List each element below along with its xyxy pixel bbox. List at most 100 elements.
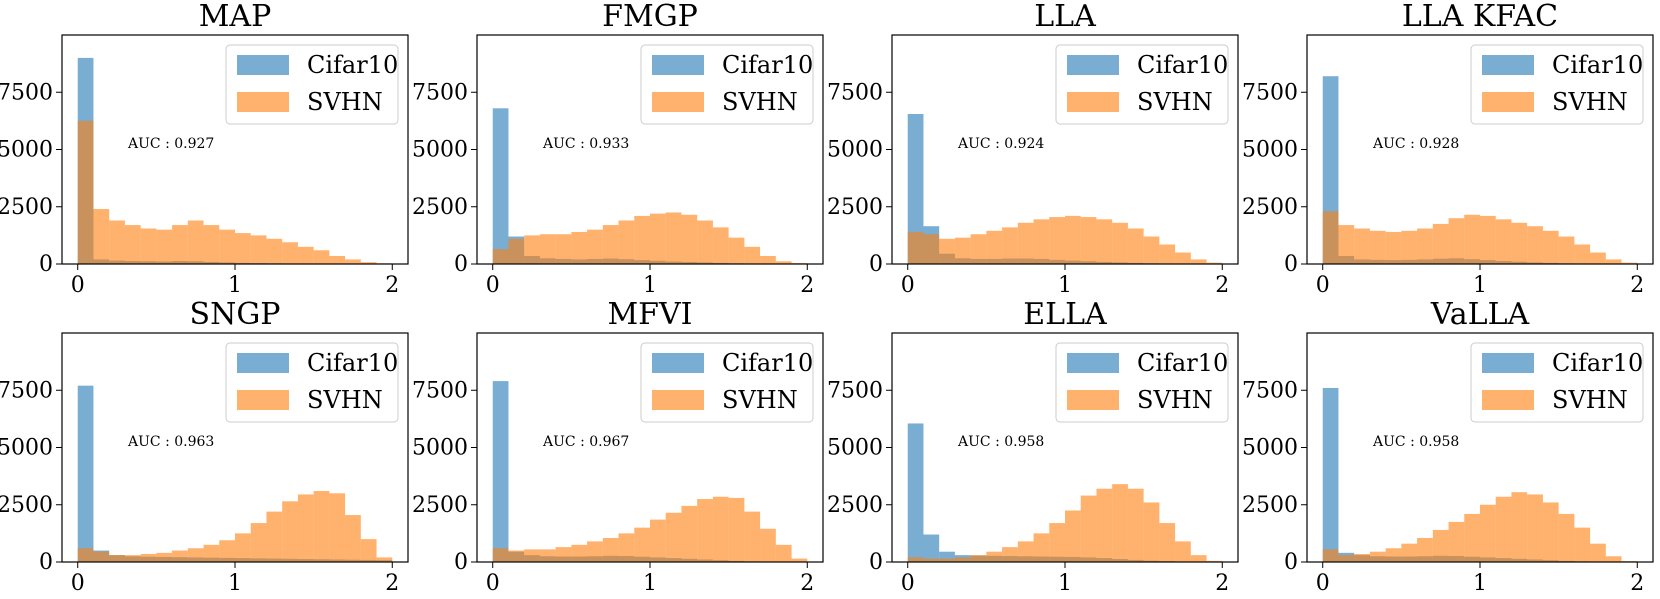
auc-annotation: AUC : 0.958 xyxy=(957,434,1044,450)
histogram-bar xyxy=(1322,387,1339,562)
histogram-bar xyxy=(1417,537,1433,562)
panel-title: ELLA xyxy=(1023,297,1107,332)
histogram-bar xyxy=(1495,219,1512,264)
x-tick-label: 2 xyxy=(1630,273,1644,298)
legend-label: Cifar10 xyxy=(307,51,398,79)
histogram-bar xyxy=(939,551,955,562)
panel-fmgp: FMGP 0 2500 5000 7500 0 1 2 AUC : 0.933 Cifar10 SV… xyxy=(412,0,824,298)
histogram-bar xyxy=(187,220,204,264)
histogram-bar xyxy=(140,228,157,264)
histogram-bar xyxy=(508,550,525,562)
y-tick-label: 0 xyxy=(39,550,53,575)
histogram-bar xyxy=(297,494,314,562)
x-tick-label: 1 xyxy=(1058,571,1072,596)
x-tick-label: 0 xyxy=(71,273,85,298)
histogram-bar xyxy=(539,234,556,264)
y-tick-label: 2500 xyxy=(1242,195,1298,220)
panel-ella: ELLA 0 2500 5000 7500 0 1 2 AUC : 0.958 Cifar10 SV… xyxy=(827,297,1239,596)
histogram-bar xyxy=(77,385,94,562)
legend-label: SVHN xyxy=(1552,386,1628,414)
x-tick-label: 1 xyxy=(1473,273,1487,298)
histogram-bar xyxy=(618,533,635,563)
x-tick-label: 1 xyxy=(228,571,242,596)
histogram-bar xyxy=(266,238,283,264)
histogram-bar xyxy=(1112,484,1128,562)
histogram-bar xyxy=(1049,523,1065,562)
histogram-bar xyxy=(235,233,251,264)
histogram-bar xyxy=(1385,548,1402,562)
histogram-bar xyxy=(1354,228,1370,264)
series-svhn xyxy=(492,212,808,265)
histogram-bar xyxy=(329,255,346,264)
histogram-bar xyxy=(602,537,619,562)
histogram-bar xyxy=(1190,555,1207,562)
panel-title: SNGP xyxy=(190,297,281,332)
x-tick-label: 0 xyxy=(1316,273,1330,298)
y-tick-label: 5000 xyxy=(1242,436,1298,461)
histogram-bar xyxy=(775,544,792,562)
histogram-bar xyxy=(77,548,94,562)
histogram-bar xyxy=(1206,262,1223,264)
histogram-bar xyxy=(954,237,971,264)
legend-swatch-cifar10 xyxy=(1482,353,1534,373)
histogram-bar xyxy=(1480,215,1496,264)
histogram-bar xyxy=(1495,496,1512,562)
histogram-bar xyxy=(1464,214,1480,264)
histogram-bar xyxy=(1175,252,1191,264)
histogram-bar xyxy=(376,557,393,562)
x-tick-label: 1 xyxy=(643,273,657,298)
histogram-bar xyxy=(219,540,235,562)
panel-lla-kfac: LLA KFAC 0 2500 5000 7500 0 1 2 AUC : 0.928 Cifar… xyxy=(1242,0,1654,298)
histogram-bar xyxy=(1080,217,1097,264)
histogram-bar xyxy=(1159,523,1176,562)
y-tick-label: 5000 xyxy=(0,138,53,163)
histogram-bar xyxy=(1127,488,1144,562)
histogram-bar xyxy=(187,548,204,562)
histogram-bar xyxy=(602,225,619,264)
y-tick-label: 7500 xyxy=(0,80,53,105)
panel-title: VaLLA xyxy=(1430,297,1530,332)
histogram-bar xyxy=(555,234,572,264)
histogram-bar xyxy=(1558,236,1575,264)
legend-label: SVHN xyxy=(1137,88,1213,116)
histogram-bar xyxy=(360,539,377,562)
histogram-bar xyxy=(203,544,220,562)
y-tick-label: 2500 xyxy=(827,493,883,518)
legend: Cifar10 SVHN xyxy=(225,342,399,423)
legend-swatch-cifar10 xyxy=(1482,55,1534,75)
y-tick-label: 0 xyxy=(869,252,883,277)
legend: Cifar10 SVHN xyxy=(1055,342,1229,423)
histogram-bar xyxy=(1096,488,1113,562)
auc-annotation: AUC : 0.967 xyxy=(542,434,629,450)
histogram-bar xyxy=(1542,230,1559,264)
histogram-bar xyxy=(681,214,698,264)
y-tick-label: 5000 xyxy=(412,138,468,163)
histogram-bar xyxy=(297,246,314,264)
x-tick-label: 0 xyxy=(486,571,500,596)
histogram-bar xyxy=(1448,218,1465,264)
histogram-bar xyxy=(634,527,650,562)
y-tick-label: 5000 xyxy=(1242,138,1298,163)
y-tick-label: 0 xyxy=(869,550,883,575)
series-svhn xyxy=(77,120,393,265)
panel-title: FMGP xyxy=(602,0,698,34)
legend-label: Cifar10 xyxy=(1137,349,1228,377)
panel-valla: VaLLA 0 2500 5000 7500 0 1 2 AUC : 0.958 Cifar10 S… xyxy=(1242,297,1654,596)
legend-label: Cifar10 xyxy=(1137,51,1228,79)
histogram-bar xyxy=(1417,228,1433,264)
histogram-bar xyxy=(1159,244,1176,264)
y-tick-label: 2500 xyxy=(827,195,883,220)
histogram-bar xyxy=(760,528,776,562)
x-tick-label: 2 xyxy=(385,571,399,596)
histogram-bar xyxy=(77,120,94,265)
y-tick-label: 2500 xyxy=(0,493,53,518)
histogram-bar xyxy=(970,234,987,264)
histogram-bar xyxy=(1590,543,1606,562)
x-tick-label: 2 xyxy=(800,571,814,596)
auc-annotation: AUC : 0.963 xyxy=(127,434,214,450)
histogram-bar xyxy=(360,262,377,264)
histogram-bar xyxy=(907,231,924,264)
legend: Cifar10 SVHN xyxy=(1055,44,1229,125)
legend-label: SVHN xyxy=(307,88,383,116)
histogram-bar xyxy=(282,501,298,562)
